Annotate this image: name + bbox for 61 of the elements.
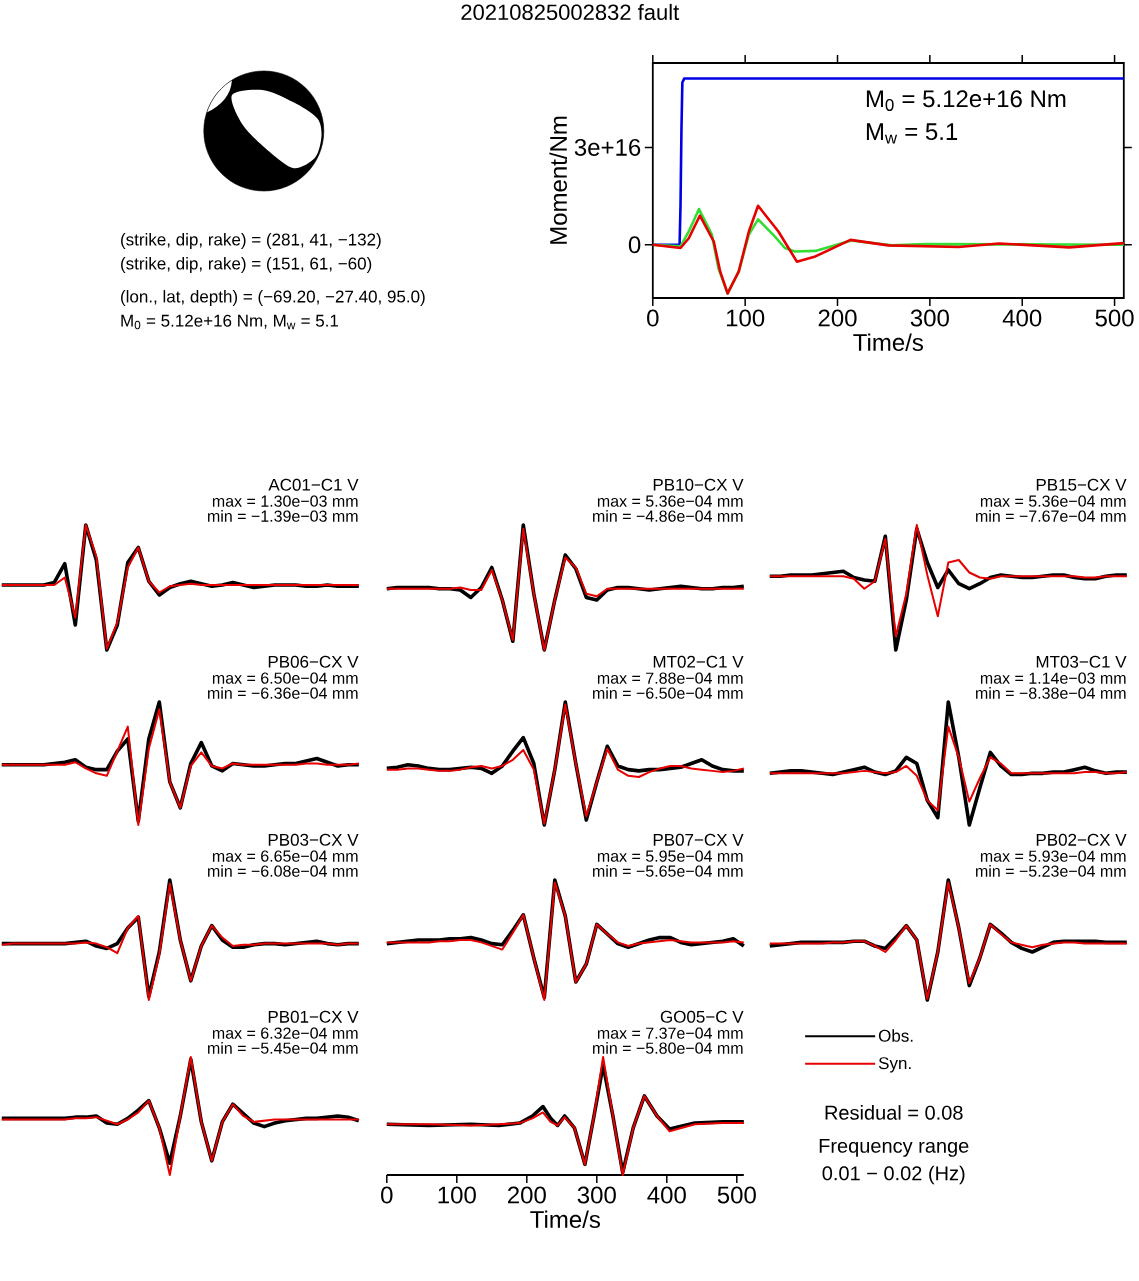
x-axis-title: Time/s	[853, 333, 924, 352]
x-tick-label: 500	[717, 1186, 756, 1204]
text: (strike, dip, rake) = (151, 61, −60)	[121, 257, 372, 273]
x-tick-label: 0	[647, 309, 659, 327]
text: M$_{0}$ = 5.12e+16 Nm, M$_{w}$ = 5.1	[121, 314, 339, 330]
chart-title: PB07−CX V	[653, 833, 744, 846]
text: min = −6.36e−04 mm	[208, 687, 358, 699]
text: max = 5.36e−04 mm	[598, 495, 743, 507]
legend-label: Syn.	[878, 1057, 911, 1073]
x-axis-title: Time/s	[530, 1210, 601, 1229]
text: min = −5.65e−04 mm	[593, 865, 743, 877]
chart-title: PB02−CX V	[1036, 833, 1127, 846]
annotation: M$_{0}$ = 5.12e+16 Nm	[867, 90, 1066, 111]
text: (strike, dip, rake) = (281, 41, −132)	[121, 233, 381, 249]
text: min = −8.38e−04 mm	[976, 687, 1126, 699]
text: max = 5.93e−04 mm	[981, 850, 1126, 862]
text: Residual = 0.08	[825, 1105, 963, 1120]
x-tick-label: 400	[647, 1186, 686, 1204]
text: min = −5.23e−04 mm	[976, 865, 1126, 877]
text: max = 6.65e−04 mm	[213, 850, 358, 862]
text: max = 1.30e−03 mm	[213, 495, 358, 507]
chart-title: PB06−CX V	[268, 655, 359, 668]
text: min = −7.67e−04 mm	[976, 510, 1126, 522]
text: min = −6.50e−04 mm	[593, 687, 743, 699]
chart-title: PB10−CX V	[653, 478, 744, 491]
text: max = 7.37e−04 mm	[598, 1027, 743, 1039]
x-tick-label: 200	[508, 1186, 546, 1204]
legend-label: Obs.	[879, 1029, 913, 1042]
text: min = −5.80e−04 mm	[593, 1042, 743, 1054]
text: max = 5.95e−04 mm	[598, 850, 743, 862]
text: min = −5.45e−04 mm	[208, 1042, 358, 1054]
x-tick-label: 100	[727, 309, 765, 327]
chart-title: MT02−C1 V	[653, 655, 744, 668]
text: min = −4.86e−04 mm	[593, 510, 743, 522]
x-tick-label: 300	[910, 309, 950, 327]
text: 0.01 − 0.02 (Hz)	[822, 1165, 965, 1185]
x-tick-label: 400	[1002, 309, 1042, 327]
text: Frequency range	[819, 1138, 969, 1157]
text: (lon., lat, depth) = (−69.20, −27.40, 95.0)	[121, 290, 425, 306]
annotation: M$_{w}$ = 5.1	[867, 123, 958, 144]
text: max = 6.50e−04 mm	[213, 672, 358, 684]
y-axis-title: Moment/Nm	[549, 116, 568, 244]
text: max = 5.36e−04 mm	[981, 495, 1126, 507]
text: max = 6.32e−04 mm	[213, 1027, 358, 1039]
x-tick-label: 100	[438, 1186, 476, 1204]
text: min = −1.39e−03 mm	[208, 510, 358, 522]
x-tick-label: 200	[818, 309, 857, 327]
x-tick-label: 0	[381, 1186, 393, 1204]
chart-title: PB03−CX V	[268, 833, 359, 846]
chart-title: PB15−CX V	[1036, 478, 1127, 491]
chart-title: MT03−C1 V	[1036, 655, 1127, 668]
chart-title: PB01−CX V	[268, 1010, 359, 1023]
text: max = 7.88e−04 mm	[598, 672, 743, 684]
text: 20210825002832 fault	[461, 3, 680, 21]
y-tick-label: 3e+16	[574, 138, 641, 156]
chart-title: GO05−C V	[660, 1010, 744, 1023]
x-tick-label: 300	[577, 1186, 616, 1204]
text: min = −6.08e−04 mm	[208, 865, 358, 877]
chart-title: AC01−C1 V	[268, 478, 359, 491]
text: max = 1.14e−03 mm	[981, 672, 1126, 684]
x-tick-label: 500	[1095, 309, 1134, 327]
